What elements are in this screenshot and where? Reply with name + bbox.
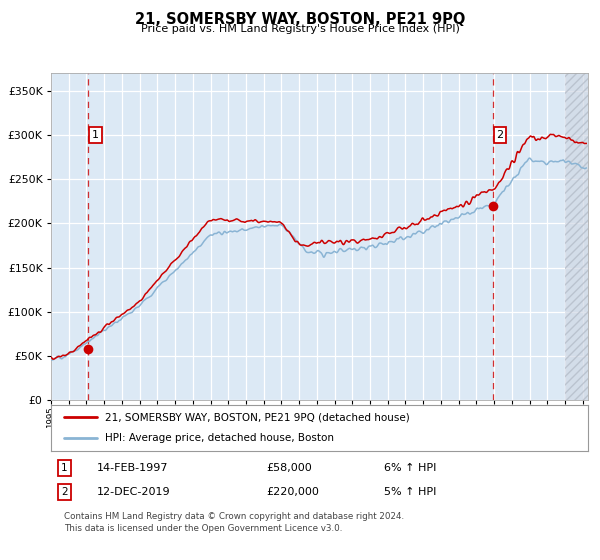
Text: £220,000: £220,000 [266, 487, 319, 497]
Text: This data is licensed under the Open Government Licence v3.0.: This data is licensed under the Open Gov… [64, 524, 343, 533]
Bar [565, 73, 588, 400]
Text: 21, SOMERSBY WAY, BOSTON, PE21 9PQ: 21, SOMERSBY WAY, BOSTON, PE21 9PQ [135, 12, 465, 27]
Text: Contains HM Land Registry data © Crown copyright and database right 2024.: Contains HM Land Registry data © Crown c… [64, 512, 404, 521]
Text: 21, SOMERSBY WAY, BOSTON, PE21 9PQ (detached house): 21, SOMERSBY WAY, BOSTON, PE21 9PQ (deta… [105, 412, 409, 422]
Text: 1: 1 [92, 130, 99, 140]
Text: 14-FEB-1997: 14-FEB-1997 [97, 463, 168, 473]
Text: 2: 2 [496, 130, 503, 140]
Text: 12-DEC-2019: 12-DEC-2019 [97, 487, 170, 497]
Text: 1: 1 [61, 463, 68, 473]
Text: 6% ↑ HPI: 6% ↑ HPI [384, 463, 436, 473]
Text: 5% ↑ HPI: 5% ↑ HPI [384, 487, 436, 497]
Text: HPI: Average price, detached house, Boston: HPI: Average price, detached house, Bost… [105, 433, 334, 444]
Text: 2: 2 [61, 487, 68, 497]
Text: Price paid vs. HM Land Registry's House Price Index (HPI): Price paid vs. HM Land Registry's House … [140, 24, 460, 34]
Text: £58,000: £58,000 [266, 463, 311, 473]
